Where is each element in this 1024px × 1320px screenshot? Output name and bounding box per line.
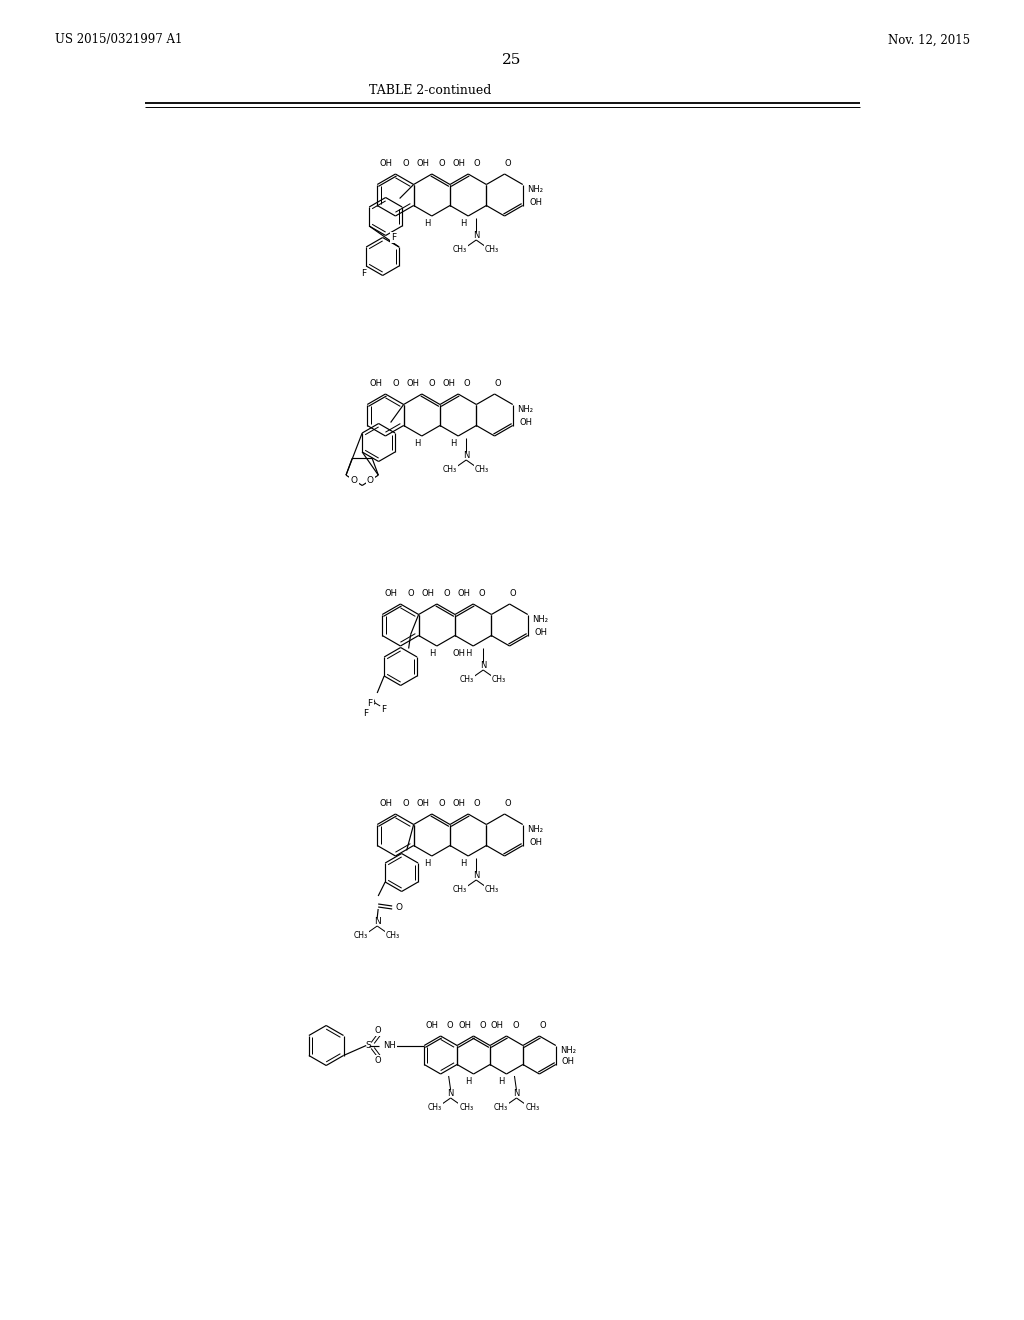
Text: O: O [402, 160, 409, 169]
Text: N: N [473, 871, 479, 880]
Text: O: O [402, 800, 409, 808]
Text: Nov. 12, 2015: Nov. 12, 2015 [888, 33, 970, 46]
Text: O: O [504, 160, 511, 169]
Text: OH: OH [458, 590, 471, 598]
Text: O: O [375, 1026, 382, 1035]
Text: OH: OH [529, 198, 542, 207]
Text: H: H [465, 1077, 472, 1085]
Text: O: O [539, 1022, 546, 1031]
Text: CH₃: CH₃ [494, 1102, 508, 1111]
Text: O: O [509, 590, 516, 598]
Text: OH: OH [442, 380, 456, 388]
Text: O: O [408, 590, 414, 598]
Text: OH: OH [529, 838, 542, 847]
Text: O: O [504, 800, 511, 808]
Text: OH: OH [490, 1022, 504, 1031]
Text: N: N [463, 451, 469, 461]
Text: O: O [495, 380, 501, 388]
Text: N: N [513, 1089, 519, 1098]
Text: N: N [480, 661, 486, 671]
Text: OH: OH [453, 800, 466, 808]
Text: O: O [350, 475, 357, 484]
Text: OH: OH [385, 590, 398, 598]
Text: NH₂: NH₂ [517, 405, 534, 414]
Text: CH₃: CH₃ [454, 244, 467, 253]
Text: O: O [438, 160, 445, 169]
Text: OH: OH [370, 380, 383, 388]
Text: OH: OH [380, 160, 393, 169]
Text: N: N [447, 1089, 454, 1098]
Text: 25: 25 [503, 53, 521, 67]
Text: OH: OH [519, 418, 532, 426]
Text: OH: OH [417, 800, 429, 808]
Text: NH₂: NH₂ [527, 825, 544, 834]
Text: TABLE 2-continued: TABLE 2-continued [369, 83, 492, 96]
Text: O: O [474, 160, 480, 169]
Text: H: H [499, 1077, 505, 1085]
Text: OH: OH [421, 590, 434, 598]
Text: N: N [374, 917, 381, 927]
Text: O: O [367, 475, 374, 484]
Text: OH: OH [407, 380, 419, 388]
Text: CH₃: CH₃ [460, 675, 474, 684]
Text: CH₃: CH₃ [443, 465, 458, 474]
Text: O: O [446, 1022, 453, 1031]
Text: H: H [414, 438, 420, 447]
Text: F: F [391, 234, 396, 242]
Text: NH: NH [383, 1041, 395, 1049]
Text: NH₂: NH₂ [532, 615, 549, 624]
Text: O: O [479, 1022, 485, 1031]
Text: OH: OH [417, 160, 429, 169]
Text: O: O [464, 380, 470, 388]
Text: CH₃: CH₃ [485, 884, 500, 894]
Text: O: O [443, 590, 451, 598]
Text: H: H [460, 858, 466, 867]
Text: CH₃: CH₃ [454, 884, 467, 894]
Text: F: F [361, 269, 367, 279]
Text: OH: OH [458, 1022, 471, 1031]
Text: O: O [479, 590, 485, 598]
Text: OH: OH [380, 800, 393, 808]
Text: CH₃: CH₃ [485, 244, 500, 253]
Text: CH₃: CH₃ [354, 931, 369, 940]
Text: CH₃: CH₃ [386, 931, 400, 940]
Text: CH₃: CH₃ [525, 1102, 540, 1111]
Text: H: H [424, 858, 430, 867]
Text: O: O [438, 800, 445, 808]
Text: OH: OH [453, 160, 466, 169]
Text: H: H [460, 219, 466, 227]
Text: CH₃: CH₃ [460, 1102, 474, 1111]
Text: O: O [474, 800, 480, 808]
Text: NH₂: NH₂ [560, 1045, 577, 1055]
Text: F: F [382, 705, 387, 714]
Text: O: O [395, 903, 402, 912]
Text: CH₃: CH₃ [428, 1102, 441, 1111]
Text: O: O [512, 1022, 519, 1031]
Text: H: H [450, 438, 457, 447]
Text: O: O [428, 380, 435, 388]
Text: S: S [366, 1041, 371, 1049]
Text: OH: OH [425, 1022, 438, 1031]
Text: H: H [465, 648, 471, 657]
Text: NH₂: NH₂ [527, 185, 544, 194]
Text: N: N [473, 231, 479, 240]
Text: H: H [424, 219, 430, 227]
Text: H: H [429, 648, 435, 657]
Text: F: F [368, 698, 373, 708]
Text: O: O [392, 380, 398, 388]
Text: OH: OH [562, 1057, 574, 1067]
Text: US 2015/0321997 A1: US 2015/0321997 A1 [55, 33, 182, 46]
Text: OH: OH [453, 649, 466, 659]
Text: CH₃: CH₃ [475, 465, 489, 474]
Text: O: O [375, 1056, 382, 1065]
Text: CH₃: CH₃ [493, 675, 506, 684]
Text: F: F [364, 709, 369, 718]
Text: OH: OH [535, 628, 547, 636]
